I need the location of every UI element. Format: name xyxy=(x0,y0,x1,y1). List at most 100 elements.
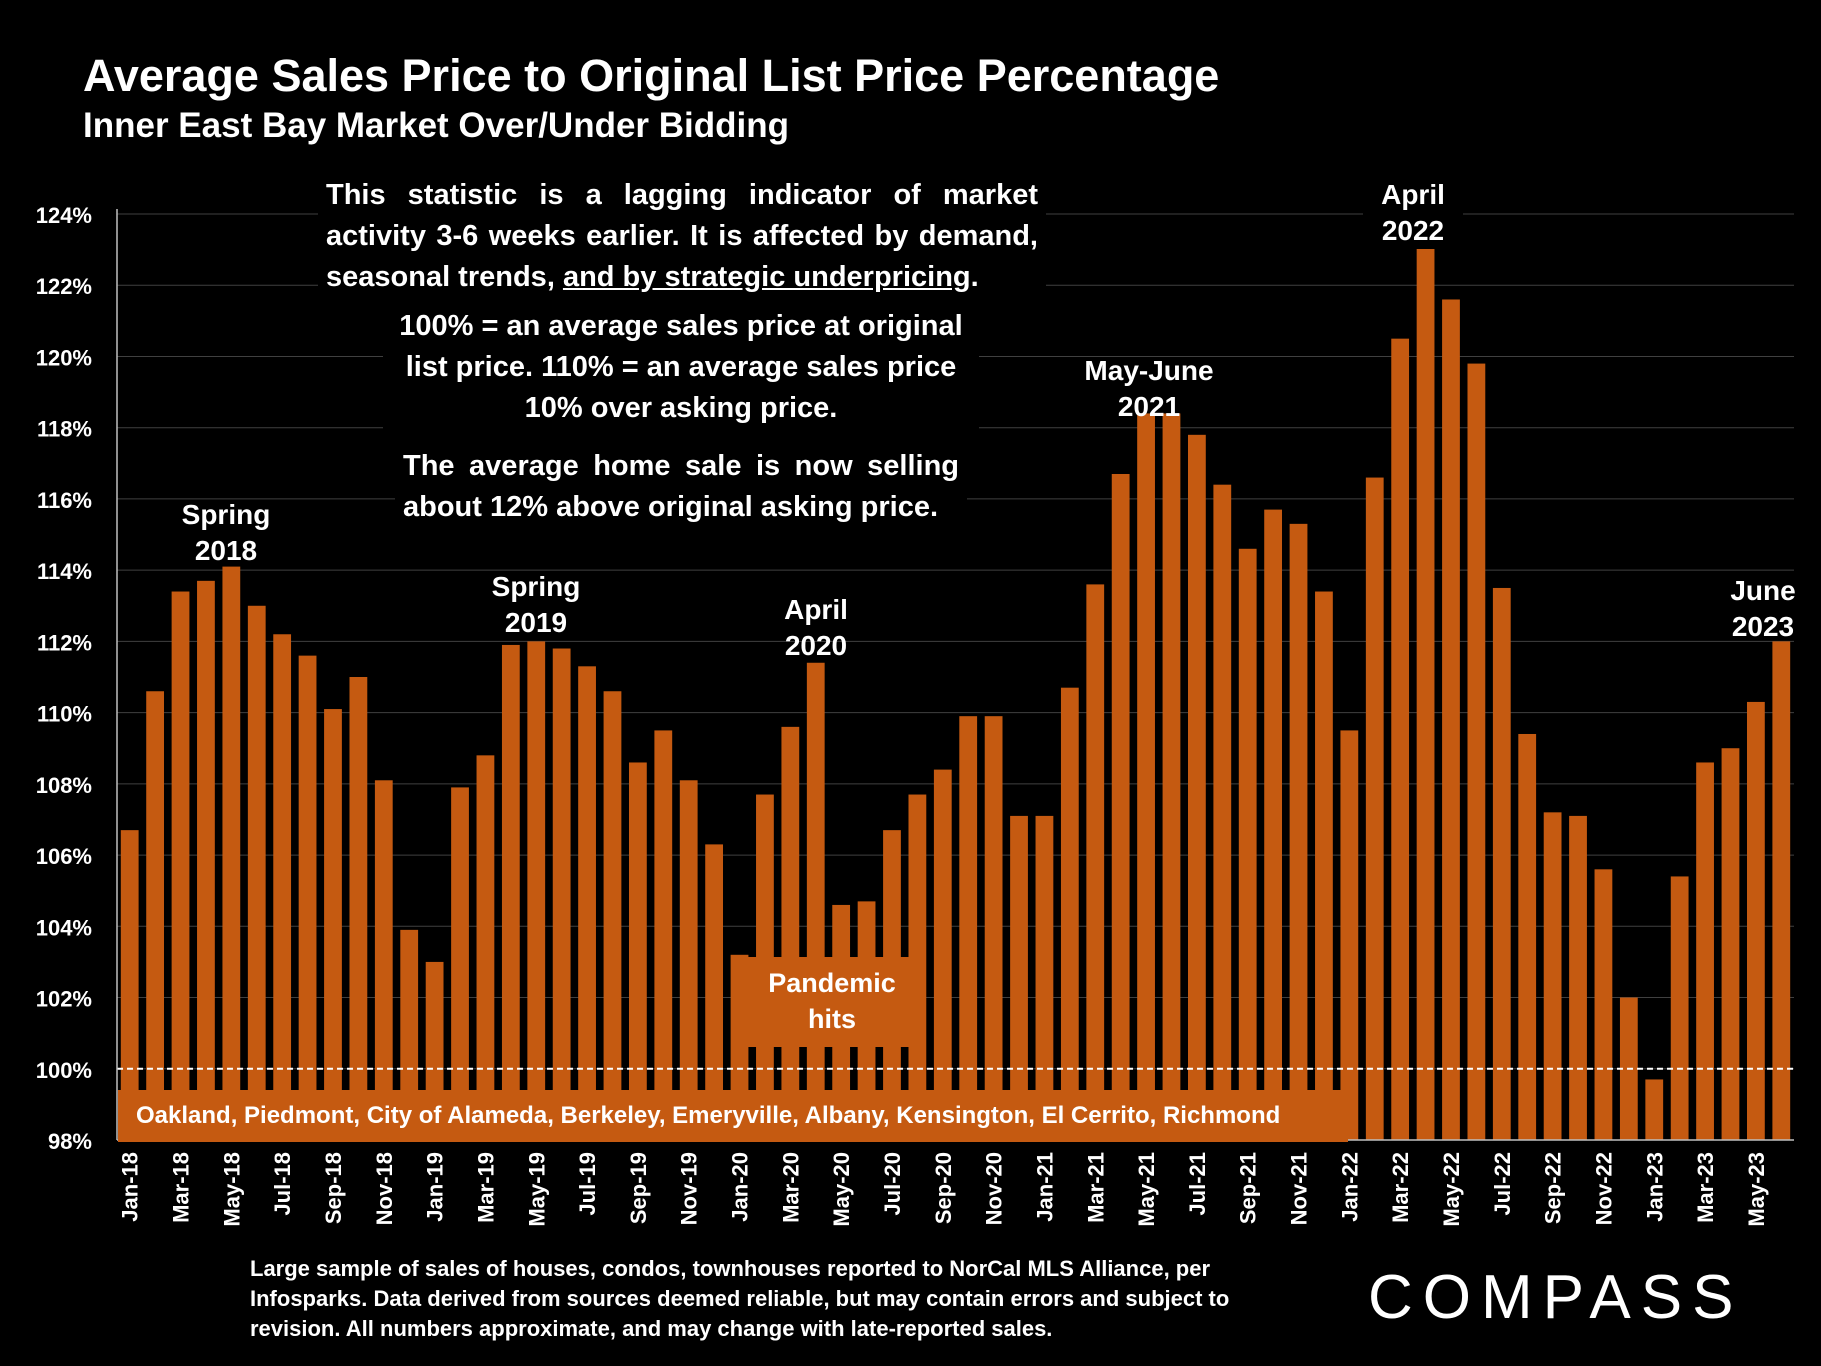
x-tick-label: Mar-19 xyxy=(473,1152,498,1223)
x-tick-label: Nov-21 xyxy=(1287,1152,1312,1225)
annotation-spring-2018: Spring 2018 xyxy=(176,497,276,569)
x-tick-label: Jan-19 xyxy=(423,1152,448,1222)
bar-Apr-18 xyxy=(197,580,215,1140)
bar-Jun-22 xyxy=(1467,363,1486,1141)
bar-Oct-20 xyxy=(959,716,978,1140)
bar-Sep-21 xyxy=(1238,548,1257,1140)
bar-Oct-19 xyxy=(654,730,673,1140)
bar-Jul-18 xyxy=(273,634,292,1140)
x-tick-label: Nov-19 xyxy=(677,1152,702,1225)
annotation-line: April xyxy=(1381,179,1445,210)
bar-Mar-23 xyxy=(1696,762,1714,1140)
annotation-line: 2020 xyxy=(784,630,848,661)
x-tick-label: Nov-22 xyxy=(1591,1152,1616,1225)
y-tick-label: 108% xyxy=(36,773,92,798)
bar-Apr-22 xyxy=(1416,231,1435,1141)
x-tick-label: Jul-22 xyxy=(1490,1152,1515,1216)
x-tick-label: May-21 xyxy=(1134,1152,1159,1227)
bar-Mar-22 xyxy=(1391,338,1410,1141)
bar-Feb-19 xyxy=(451,787,469,1140)
bar-Feb-18 xyxy=(146,691,165,1140)
bar-Sep-18 xyxy=(324,709,342,1140)
annotation-june-2023: June 2023 xyxy=(1713,573,1813,645)
bar-Jun-23 xyxy=(1772,641,1791,1140)
bar-May-19 xyxy=(527,641,546,1140)
y-tick-label: 100% xyxy=(36,1058,92,1083)
bar-Aug-22 xyxy=(1518,733,1537,1140)
annotation-line: 2018 xyxy=(194,535,258,566)
annotation-line: June xyxy=(1730,575,1796,606)
annotation-april-2022: April 2022 xyxy=(1363,177,1463,249)
bar-Aug-18 xyxy=(298,655,317,1140)
bar-Mar-19 xyxy=(476,755,495,1140)
bar-Apr-23 xyxy=(1721,748,1740,1140)
annotation-line: 2022 xyxy=(1381,215,1445,246)
y-tick-label: 124% xyxy=(36,203,92,228)
chart-title: Average Sales Price to Original List Pri… xyxy=(83,50,1220,101)
bar-Jul-21 xyxy=(1187,434,1206,1140)
bar-Jan-21 xyxy=(1035,815,1054,1140)
bar-Sep-20 xyxy=(933,769,952,1140)
annotation-line: April xyxy=(784,594,848,625)
note1-text: This statistic is a lagging indicator of… xyxy=(326,179,1038,293)
bar-Jan-23 xyxy=(1645,1079,1664,1140)
note1-underlined: and by strategic underpricing xyxy=(562,261,971,293)
y-tick-label: 98% xyxy=(48,1129,92,1154)
bar-Mar-21 xyxy=(1086,584,1105,1140)
bar-Jun-21 xyxy=(1162,413,1181,1140)
x-tick-label: Jan-21 xyxy=(1032,1152,1057,1222)
callout-line: hits xyxy=(807,1004,856,1034)
x-tick-label: Mar-21 xyxy=(1083,1152,1108,1223)
bar-Dec-19 xyxy=(705,844,724,1140)
annotation-april-2020: April 2020 xyxy=(766,592,866,664)
y-tick-label: 118% xyxy=(37,417,92,442)
bar-Nov-21 xyxy=(1289,523,1308,1140)
bar-Jun-19 xyxy=(552,648,571,1140)
bar-Dec-18 xyxy=(400,929,419,1140)
x-tick-label: Nov-20 xyxy=(982,1152,1007,1225)
x-tick-label: May-19 xyxy=(524,1152,549,1227)
x-tick-label: May-18 xyxy=(219,1152,244,1227)
x-tick-label: May-23 xyxy=(1744,1152,1769,1227)
bar-Oct-18 xyxy=(349,677,368,1140)
x-tick-label: Jul-20 xyxy=(880,1152,905,1216)
x-tick-label: Jul-18 xyxy=(270,1152,295,1216)
bar-Jul-19 xyxy=(578,666,596,1140)
y-tick-label: 102% xyxy=(36,987,92,1012)
bar-Jan-18 xyxy=(120,830,139,1140)
x-tick-label: Sep-22 xyxy=(1541,1152,1566,1224)
bar-Aug-19 xyxy=(603,691,622,1140)
annotation-line: Spring xyxy=(181,499,271,530)
bar-Mar-18 xyxy=(171,591,190,1140)
x-tick-label: May-22 xyxy=(1439,1152,1464,1227)
chart-subtitle: Inner East Bay Market Over/Under Bidding xyxy=(83,106,790,145)
annotation-spring-2019: Spring 2019 xyxy=(486,569,586,641)
x-tick-label: Mar-20 xyxy=(778,1152,803,1223)
bar-Sep-19 xyxy=(628,762,647,1140)
bar-Nov-19 xyxy=(679,780,698,1140)
annotation-line: May-June xyxy=(1084,355,1214,386)
y-tick-label: 110% xyxy=(37,702,92,727)
bar-Nov-18 xyxy=(374,780,393,1140)
y-tick-label: 120% xyxy=(36,345,92,370)
x-tick-label: Sep-21 xyxy=(1236,1152,1261,1224)
y-tick-label: 116% xyxy=(37,488,92,513)
bar-Aug-21 xyxy=(1213,484,1232,1141)
bar-Nov-20 xyxy=(984,716,1003,1140)
bar-Feb-21 xyxy=(1060,687,1079,1140)
annotation-may-june-2021: May-June 2021 xyxy=(1074,353,1224,425)
x-tick-label: Jan-23 xyxy=(1642,1152,1667,1222)
percentage-explanation-note: 100% = an average sales price at origina… xyxy=(383,306,979,429)
bar-Apr-21 xyxy=(1111,473,1130,1140)
x-tick-label: Jan-18 xyxy=(118,1152,143,1222)
source-footnote: Large sample of sales of houses, condos,… xyxy=(250,1256,1230,1341)
bar-Nov-22 xyxy=(1594,869,1613,1140)
bar-May-22 xyxy=(1442,299,1460,1140)
bar-Dec-20 xyxy=(1010,815,1028,1140)
pandemic-hits-callout: Pandemic hits xyxy=(742,957,922,1047)
lagging-indicator-note: This statistic is a lagging indicator of… xyxy=(318,175,1046,298)
bar-May-18 xyxy=(222,566,241,1140)
y-tick-label: 104% xyxy=(36,915,92,940)
y-tick-label: 106% xyxy=(36,844,92,869)
